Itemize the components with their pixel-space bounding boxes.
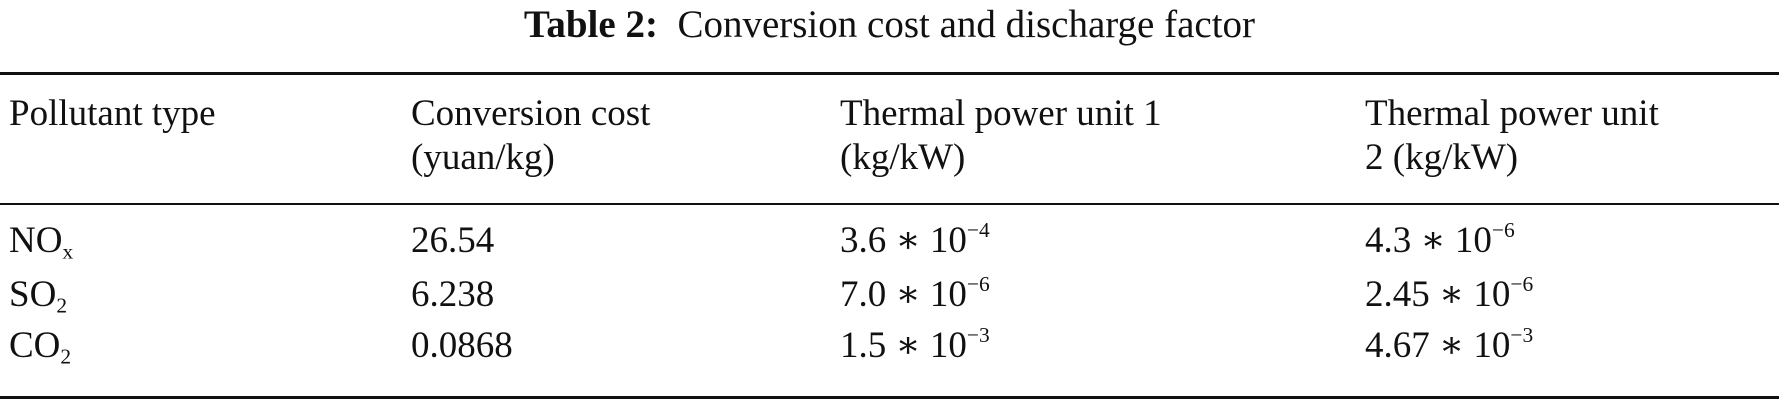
cell-unit1: 7.0 ∗ 10−6 [840,273,990,317]
exponent: −3 [966,322,990,347]
cell-pollutant: SO2 [9,273,67,317]
header-line: (kg/kW) [840,137,966,178]
cell-unit2: 4.67 ∗ 10−3 [1365,324,1533,368]
header-unit1: Thermal power unit 1 (kg/kW) [840,92,1162,180]
mantissa: 7.0 ∗ 10 [840,274,967,315]
mantissa: 1.5 ∗ 10 [840,325,967,366]
bottom-rule [0,396,1779,399]
cell-cost: 0.0868 [411,324,513,368]
exponent: −6 [966,271,990,296]
mantissa: 3.6 ∗ 10 [840,220,967,261]
top-rule [0,72,1779,75]
pollutant-subscript: 2 [56,293,68,318]
pollutant-name: SO [9,274,57,315]
exponent: −3 [1510,322,1534,347]
header-pollutant: Pollutant type [9,92,216,136]
header-line: Pollutant type [9,93,216,134]
header-line: 2 (kg/kW) [1365,137,1519,178]
cost-value: 6.238 [411,274,495,315]
cost-value: 0.0868 [411,325,513,366]
exponent: −6 [1491,217,1515,242]
cost-value: 26.54 [411,220,495,261]
caption-text: Conversion cost and discharge factor [677,3,1256,46]
cell-pollutant: CO2 [9,324,71,368]
header-line: (yuan/kg) [411,137,555,178]
header-cost: Conversion cost (yuan/kg) [411,92,650,180]
table-caption: Table 2: Conversion cost and discharge f… [0,2,1779,47]
mantissa: 4.67 ∗ 10 [1365,325,1511,366]
header-line: Thermal power unit 1 [840,93,1162,134]
cell-unit2: 4.3 ∗ 10−6 [1365,219,1515,263]
mantissa: 2.45 ∗ 10 [1365,274,1511,315]
cell-cost: 6.238 [411,273,494,317]
header-line: Conversion cost [411,93,651,134]
cell-unit2: 2.45 ∗ 10−6 [1365,273,1533,317]
pollutant-name: CO [9,325,61,366]
pollutant-name: NO [9,220,63,261]
cell-unit1: 1.5 ∗ 10−3 [840,324,990,368]
caption-label: Table 2: [523,3,658,46]
header-line: Thermal power unit [1365,93,1659,134]
cell-cost: 26.54 [411,219,494,263]
exponent: −6 [1510,271,1534,296]
cell-unit1: 3.6 ∗ 10−4 [840,219,990,263]
exponent: −4 [966,217,990,242]
header-rule [0,203,1779,205]
pollutant-subscript: x [62,239,74,264]
pollutant-subscript: 2 [60,344,72,369]
mantissa: 4.3 ∗ 10 [1365,220,1492,261]
cell-pollutant: NOx [9,219,73,263]
header-unit2: Thermal power unit 2 (kg/kW) [1365,92,1659,180]
